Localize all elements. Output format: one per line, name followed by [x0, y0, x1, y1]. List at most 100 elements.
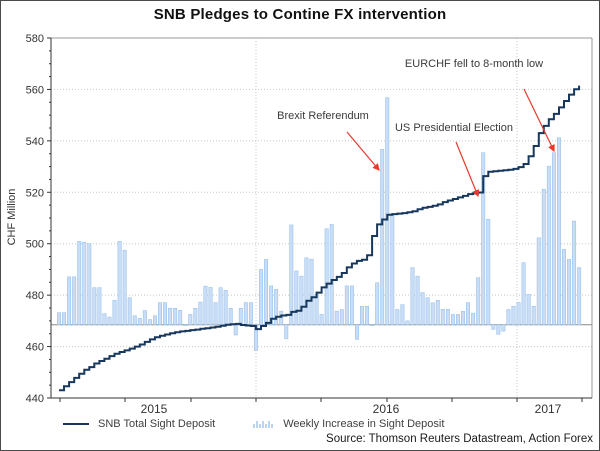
weekly-bar	[425, 297, 430, 325]
weekly-bar	[213, 302, 218, 325]
weekly-bar	[360, 305, 364, 325]
weekly-bar	[577, 267, 582, 325]
weekly-bar	[536, 237, 541, 325]
weekly-bar	[158, 302, 162, 325]
weekly-bar	[132, 315, 137, 325]
weekly-bar	[228, 308, 233, 325]
weekly-bar	[420, 292, 425, 325]
weekly-bar	[62, 312, 66, 325]
weekly-bar	[329, 224, 334, 325]
weekly-bar	[400, 304, 405, 325]
weekly-bar	[183, 324, 188, 326]
weekly-bar	[506, 309, 511, 325]
weekly-bar	[309, 258, 314, 325]
weekly-bar	[445, 309, 450, 325]
bars-swatch-icon	[253, 420, 274, 428]
y-tick-label: 460	[26, 342, 44, 354]
weekly-bar	[456, 314, 460, 325]
weekly-bar	[355, 324, 359, 340]
weekly-bar	[87, 243, 92, 325]
y-tick-label: 500	[26, 239, 44, 251]
chart-title: SNB Pledges to Contine FX intervention	[153, 6, 447, 23]
weekly-bar	[259, 269, 263, 325]
source-attribution: Source: Thomson Reuters Datastream, Acti…	[326, 433, 593, 445]
line-swatch-icon	[63, 423, 89, 425]
weekly-bar	[254, 324, 258, 351]
annotation-text: EURCHF fell to 8-month low	[405, 58, 543, 70]
weekly-bar	[178, 310, 183, 325]
weekly-bar	[294, 270, 299, 325]
weekly-bar	[380, 149, 385, 325]
weekly-bar	[92, 287, 97, 325]
weekly-bar	[218, 287, 223, 325]
weekly-bar	[193, 308, 198, 325]
weekly-bar	[546, 165, 551, 325]
weekly-bar	[168, 308, 173, 325]
weekly-bar	[405, 320, 410, 325]
weekly-bar	[390, 214, 395, 325]
legend-line-label: SNB Total Sight Deposit	[98, 418, 216, 430]
weekly-bar	[203, 285, 208, 325]
y-tick-label: 580	[26, 33, 44, 45]
weekly-bar	[461, 311, 465, 325]
weekly-bar	[365, 305, 370, 325]
y-tick-label: 560	[26, 84, 44, 96]
weekly-bar	[385, 97, 390, 325]
weekly-bar	[72, 276, 77, 325]
weekly-bar	[57, 312, 61, 325]
weekly-bar	[531, 305, 536, 325]
weekly-bar	[511, 305, 516, 325]
weekly-bar	[370, 324, 375, 326]
weekly-bar	[142, 310, 147, 325]
weekly-bar	[349, 285, 354, 325]
weekly-bar	[375, 282, 380, 325]
legend-item-line: SNB Total Sight Deposit	[63, 418, 215, 430]
weekly-bar	[82, 241, 87, 325]
weekly-bar	[289, 224, 294, 325]
annotation-arrow	[346, 131, 380, 171]
weekly-bar	[233, 324, 238, 336]
y-tick-label: 480	[26, 290, 44, 302]
x-year-label: 2017	[535, 402, 562, 416]
annotation-text: US Presidential Election	[395, 122, 513, 134]
weekly-bar	[415, 275, 420, 325]
weekly-bar	[501, 324, 506, 332]
weekly-bar	[248, 302, 253, 325]
weekly-bar	[450, 314, 455, 325]
weekly-bar	[551, 152, 556, 325]
weekly-bar	[122, 249, 127, 325]
weekly-bar	[274, 288, 279, 325]
weekly-bar	[395, 309, 400, 325]
total-deposit-line	[59, 85, 581, 392]
legend-item-bars: Weekly Increase in Sight Deposit	[253, 418, 444, 430]
weekly-bar	[491, 324, 496, 330]
weekly-bar	[471, 312, 476, 325]
weekly-bar	[198, 301, 203, 325]
weekly-bar	[476, 277, 481, 325]
weekly-bar	[279, 310, 284, 325]
weekly-bar	[410, 267, 415, 325]
weekly-bar	[481, 152, 486, 325]
weekly-bar	[97, 287, 102, 325]
weekly-bar	[102, 313, 107, 325]
weekly-bar	[541, 188, 546, 325]
weekly-bar	[163, 302, 168, 325]
weekly-bar	[147, 319, 152, 325]
annotation-text: Brexit Referendum	[277, 110, 369, 122]
weekly-bar	[526, 294, 531, 325]
weekly-bar	[299, 275, 304, 325]
weekly-bar	[208, 287, 213, 325]
annotation-arrow	[455, 141, 480, 198]
weekly-bar	[264, 259, 269, 325]
weekly-bar	[324, 228, 329, 325]
weekly-bar	[127, 297, 132, 325]
weekly-bar	[430, 302, 435, 325]
weekly-bar	[334, 310, 339, 325]
weekly-bar	[339, 309, 344, 325]
weekly-bar	[269, 285, 274, 325]
y-tick-label: 540	[26, 136, 44, 148]
weekly-bar	[440, 309, 445, 325]
weekly-bar	[173, 308, 178, 325]
